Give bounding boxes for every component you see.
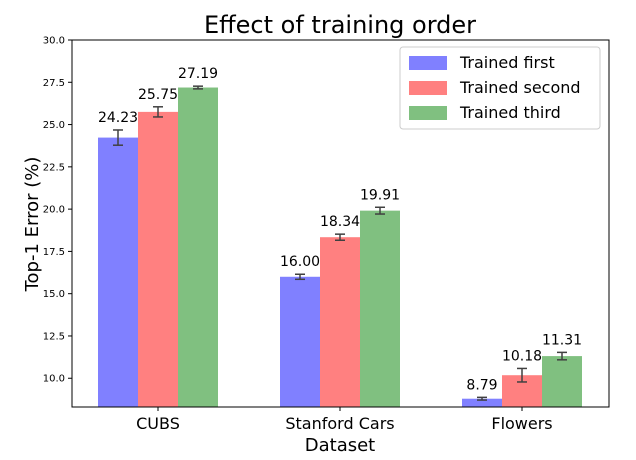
bar <box>542 356 582 407</box>
y-tick-label: 10.0 <box>43 374 65 385</box>
x-axis-label: Dataset <box>305 435 376 456</box>
x-tick-label: CUBS <box>136 414 180 433</box>
plot-area-frame <box>71 39 610 408</box>
x-ticks-group: CUBS Stanford Cars Flowers <box>136 407 553 433</box>
y-tick-label: 30.0 <box>43 36 65 47</box>
bar <box>280 276 320 407</box>
y-tick-label: 17.5 <box>43 247 65 258</box>
error-bars-group <box>113 85 567 401</box>
bars-group <box>98 87 582 408</box>
bar <box>138 111 178 408</box>
legend-frame <box>399 46 601 130</box>
data-label: 27.19 <box>178 66 218 82</box>
y-axis-label: Top-1 Error (%) <box>22 157 43 293</box>
legend-entry-label: Trained first <box>459 53 555 72</box>
legend-swatch <box>409 56 447 70</box>
data-label: 10.18 <box>502 348 542 364</box>
bar <box>98 137 138 408</box>
y-tick-label: 15.0 <box>43 289 65 300</box>
x-tick-label: Flowers <box>491 414 552 433</box>
y-ticks-group: 10.0 12.5 15.0 17.5 20.0 22.5 25.0 27.5 30.0 <box>43 36 72 385</box>
y-tick-label: 25.0 <box>43 120 65 131</box>
y-tick-label: 22.5 <box>43 162 65 173</box>
data-label: 16.00 <box>280 254 320 270</box>
data-label: 24.23 <box>98 110 138 126</box>
legend-entry-label: Trained third <box>459 103 561 122</box>
y-tick-label: 20.0 <box>43 205 65 216</box>
bar-labels-group: 24.23 16.00 8.79 25.75 18.34 10.18 27.19 19.91 1… <box>98 66 582 393</box>
bar <box>320 237 360 407</box>
legend-entry-label: Trained second <box>459 78 581 97</box>
y-tick-label: 27.5 <box>43 78 65 89</box>
data-label: 11.31 <box>542 332 582 348</box>
chart-title: Effect of training order <box>204 11 476 39</box>
data-label: 18.34 <box>320 214 360 230</box>
y-tick-label: 12.5 <box>43 331 65 342</box>
data-label: 8.79 <box>466 377 497 393</box>
legend-swatch <box>409 106 447 120</box>
data-label: 19.91 <box>360 187 400 203</box>
bar <box>178 87 218 408</box>
legend: Trained first Trained second Trained third <box>399 46 601 130</box>
legend-swatch <box>409 81 447 95</box>
data-label: 25.75 <box>138 87 178 103</box>
x-tick-label: Stanford Cars <box>285 414 394 433</box>
bar <box>462 398 502 407</box>
bar <box>360 210 400 407</box>
